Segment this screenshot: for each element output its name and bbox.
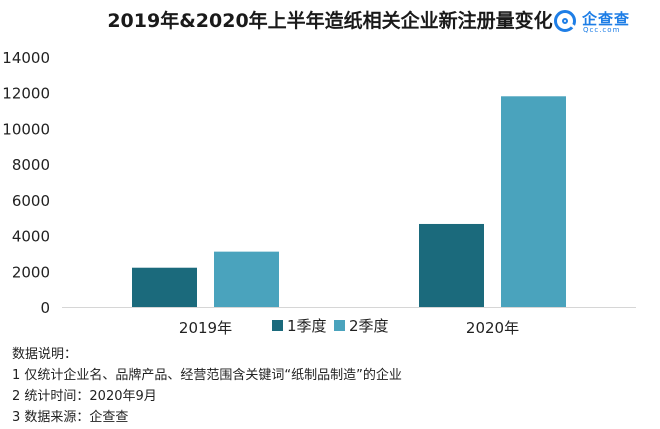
logo-sub: Qcc.com [583, 26, 621, 34]
bar [501, 96, 566, 308]
legend-label: 1季度 [287, 317, 327, 335]
note-item: 1 仅统计企业名、品牌产品、经营范围含关键词“纸制品制造”的企业 [12, 368, 402, 383]
y-tick-label: 4000 [12, 228, 50, 246]
legend-label: 2季度 [349, 317, 389, 335]
y-tick-label: 0 [40, 299, 50, 317]
bar [419, 223, 484, 307]
notes: 数据说明： 1 仅统计企业名、品牌产品、经营范围含关键词“纸制品制造”的企业 2… [12, 344, 402, 428]
logo-mark-icon [554, 10, 576, 32]
chart-title: 2019年&2020年上半年造纸相关企业新注册量变化 [107, 10, 553, 32]
note-item: 2 统计时间：2020年9月 [12, 389, 157, 404]
notes-heading: 数据说明： [12, 347, 78, 362]
y-tick-label: 10000 [2, 120, 50, 138]
y-tick-label: 12000 [2, 85, 50, 103]
bar [214, 251, 279, 307]
legend-swatch [272, 320, 283, 331]
bar-chart: 0 2000 4000 6000 8000 10000 12000 14000 2019年 202… [2, 49, 636, 337]
bar [132, 267, 197, 307]
note-item: 3 数据来源：企查查 [12, 410, 129, 425]
x-tick-label: 2020年 [466, 319, 519, 337]
qcc-logo: 企查查 Qcc.com [554, 8, 646, 38]
x-tick-label: 2019年 [179, 319, 232, 337]
y-tick-label: 8000 [12, 156, 50, 174]
legend-swatch [334, 320, 345, 331]
y-tick-label: 14000 [2, 49, 50, 67]
y-tick-label: 6000 [12, 192, 50, 210]
logo-name: 企查查 [582, 10, 631, 28]
y-tick-label: 2000 [12, 263, 50, 281]
